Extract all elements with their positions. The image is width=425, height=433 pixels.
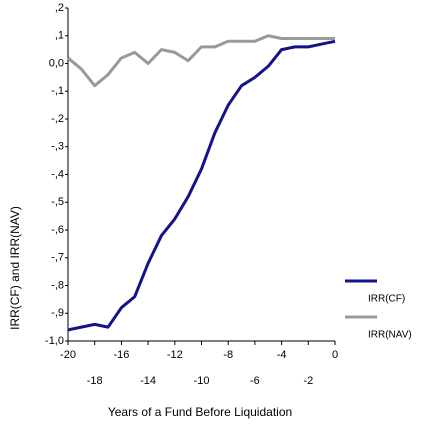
y-tick-label: -,8 bbox=[51, 279, 64, 291]
x-tick-label: -16 bbox=[113, 349, 129, 361]
y-tick-label: ,1 bbox=[55, 30, 64, 42]
x-tick-label: -18 bbox=[87, 375, 103, 387]
x-tick-label: -12 bbox=[167, 349, 183, 361]
y-tick-label: -,5 bbox=[51, 196, 64, 208]
y-axis-title: IRR(CF) and IRR(NAV) bbox=[8, 206, 22, 330]
legend-label: IRR(NAV) bbox=[368, 330, 412, 341]
x-axis-title: Years of a Fund Before Liquidation bbox=[108, 405, 292, 419]
x-tick-label: -2 bbox=[303, 375, 313, 387]
y-tick-label: -,9 bbox=[51, 307, 64, 319]
x-tick-label: -14 bbox=[140, 375, 156, 387]
line bbox=[67, 39, 336, 332]
line bbox=[67, 34, 335, 88]
x-tick-label: -10 bbox=[194, 375, 210, 387]
y-tick-label: -,1 bbox=[51, 85, 64, 97]
y-tick-label: -,7 bbox=[51, 252, 64, 264]
x-tick-label: -4 bbox=[277, 349, 287, 361]
y-tick-label: 0,0 bbox=[49, 57, 64, 69]
y-tick-label: -1,0 bbox=[45, 335, 64, 347]
legend-label: IRR(CF) bbox=[368, 294, 405, 305]
x-tick-label: -20 bbox=[60, 349, 76, 361]
y-tick-label: ,2 bbox=[55, 2, 64, 14]
x-tick-label: -8 bbox=[223, 349, 233, 361]
y-tick-label: -,4 bbox=[51, 168, 64, 180]
x-tick-label: -6 bbox=[250, 375, 260, 387]
y-tick-label: -,3 bbox=[51, 141, 64, 153]
y-tick-label: -,2 bbox=[51, 113, 64, 125]
y-tick-label: -,6 bbox=[51, 224, 64, 236]
x-tick-label: 0 bbox=[332, 349, 338, 361]
